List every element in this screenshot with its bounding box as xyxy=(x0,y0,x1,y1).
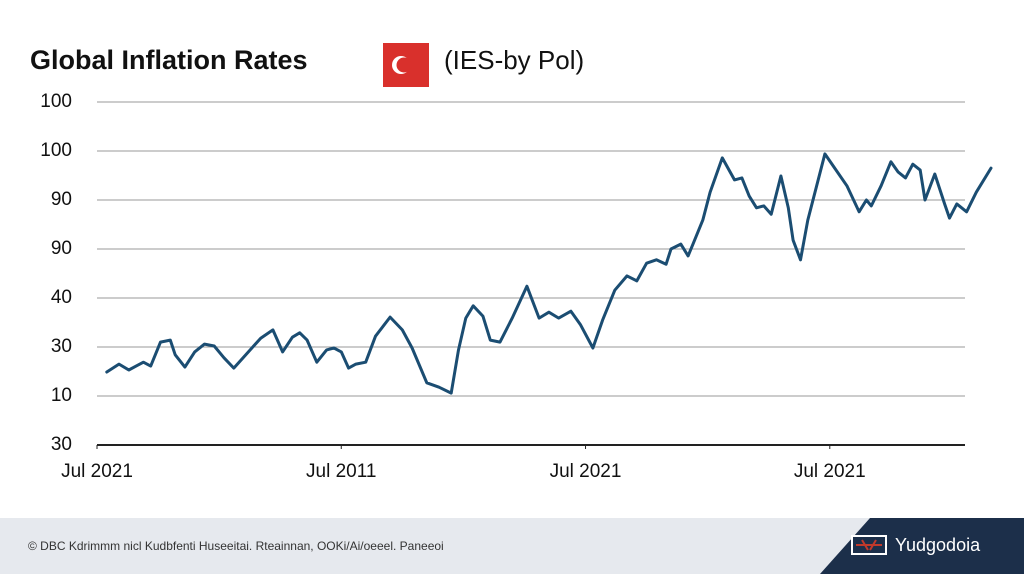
y-tick-label: 90 xyxy=(51,238,72,259)
flag-icon xyxy=(383,43,429,87)
y-tick-label: 40 xyxy=(51,287,72,308)
y-tick-label: 100 xyxy=(40,140,72,161)
source-note: © DBC Kdrimmm nicl Kudbfenti Huseeitai. … xyxy=(28,539,444,553)
x-tick-label: Jul 2021 xyxy=(794,461,866,482)
chart-subtitle: (IES-by Pol) xyxy=(444,45,584,75)
y-tick-label: 90 xyxy=(51,189,72,210)
x-tick-label: Jul 2011 xyxy=(306,461,376,482)
y-tick-label: 30 xyxy=(51,336,72,357)
series-line xyxy=(105,152,993,395)
brand-logo xyxy=(851,535,887,555)
chart-title: Global Inflation Rates xyxy=(30,45,308,75)
x-tick-label: Jul 2021 xyxy=(61,461,133,482)
y-tick-label: 100 xyxy=(40,91,72,112)
brand-name: Yudgodoia xyxy=(895,535,981,555)
brand-box xyxy=(820,518,1024,574)
y-tick-label: 10 xyxy=(51,385,72,406)
x-tick-label: Jul 2021 xyxy=(550,461,622,482)
y-tick-label: 30 xyxy=(51,434,72,455)
